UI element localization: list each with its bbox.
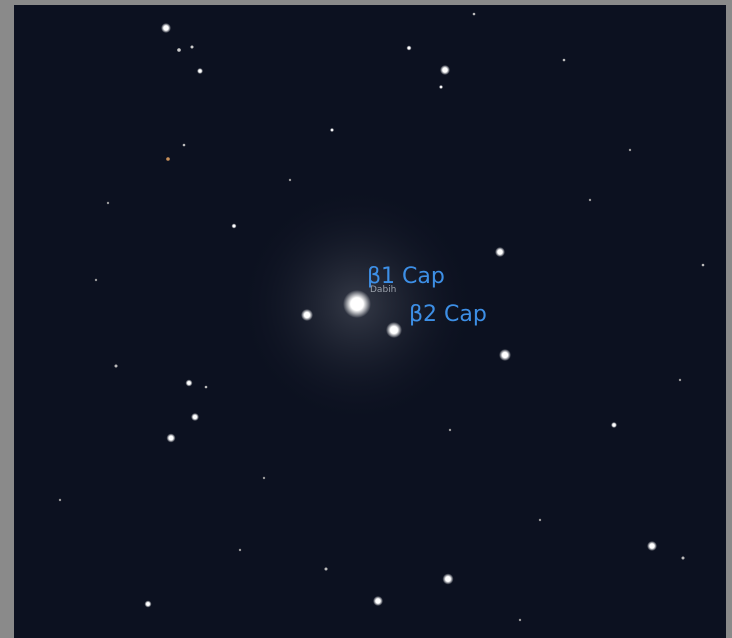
star	[407, 46, 412, 51]
star	[343, 290, 371, 318]
star	[263, 477, 265, 479]
star	[499, 349, 511, 361]
sky-view: β1 Cap Dabih β2 Cap	[0, 0, 732, 638]
star	[473, 13, 476, 16]
star-label: β2 Cap	[409, 302, 487, 327]
star	[679, 379, 681, 381]
star	[449, 429, 451, 431]
star	[702, 264, 705, 267]
star	[205, 386, 208, 389]
star	[145, 601, 152, 608]
star	[177, 48, 181, 52]
star	[495, 247, 505, 257]
star	[386, 322, 402, 338]
star	[589, 199, 591, 201]
star	[197, 68, 203, 74]
star	[191, 413, 199, 421]
star	[325, 568, 328, 571]
star	[539, 519, 541, 521]
star	[440, 65, 450, 75]
star	[629, 149, 631, 151]
star	[647, 541, 657, 551]
star	[107, 202, 109, 204]
star	[186, 380, 193, 387]
star	[115, 365, 118, 368]
star	[161, 23, 171, 33]
star	[439, 85, 443, 89]
star	[519, 619, 521, 621]
star	[289, 179, 291, 181]
star	[301, 309, 313, 321]
star	[59, 499, 61, 501]
star	[330, 128, 334, 132]
star	[443, 574, 454, 585]
star	[191, 46, 194, 49]
star	[373, 596, 383, 606]
star	[611, 422, 617, 428]
page: β1 Cap Dabih β2 Cap (() => { const data …	[0, 0, 732, 638]
star	[563, 59, 566, 62]
star	[682, 557, 685, 560]
star	[183, 144, 186, 147]
star-proper-name: Dabih	[370, 285, 396, 295]
star	[166, 157, 170, 161]
star	[167, 434, 176, 443]
star	[239, 549, 241, 551]
star	[232, 224, 237, 229]
star	[95, 279, 97, 281]
